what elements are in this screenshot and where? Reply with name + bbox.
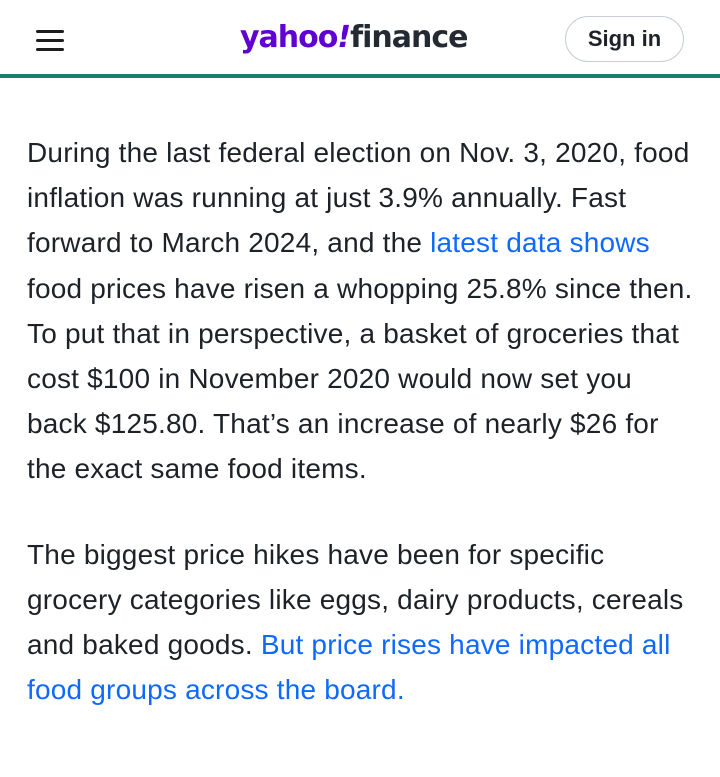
article-paragraph-1: During the last federal election on Nov.… [27, 130, 693, 492]
article-paragraph-2: The biggest price hikes have been for sp… [27, 532, 693, 713]
price-rises-link[interactable]: But price rises have impacted all food g… [27, 629, 671, 706]
hamburger-menu-icon[interactable] [34, 26, 66, 56]
yahoo-finance-logo[interactable]: yahoo!finance [240, 16, 469, 60]
logo-finance-text: finance [350, 20, 468, 55]
latest-data-link[interactable]: latest data shows [430, 227, 650, 259]
menu-bar-top [36, 30, 64, 33]
paragraph-1-text-before: During the last federal election on Nov.… [27, 137, 690, 259]
logo-bang: ! [337, 20, 351, 55]
logo-yahoo-text: yahoo [240, 20, 338, 55]
top-header: yahoo!finance Sign in [0, 0, 720, 76]
header-divider [0, 74, 720, 78]
sign-in-button[interactable]: Sign in [565, 16, 684, 62]
menu-bar-bottom [36, 48, 64, 51]
article-body: During the last federal election on Nov.… [27, 130, 693, 712]
menu-bar-middle [36, 39, 64, 42]
paragraph-1-text-after: food prices have risen a whopping 25.8% … [27, 272, 693, 485]
paragraph-2-text-before: The biggest price hikes have been for sp… [27, 538, 684, 661]
